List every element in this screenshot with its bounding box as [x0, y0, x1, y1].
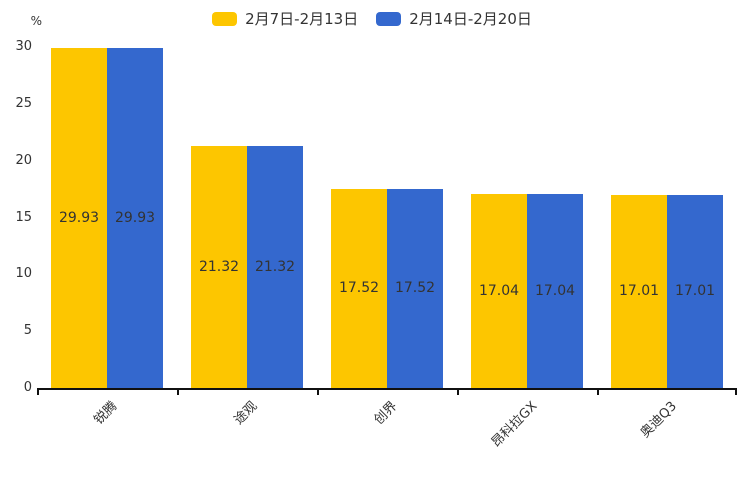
bar-value-label: 21.32 [198, 258, 240, 275]
x-axis-tick [177, 390, 179, 395]
bar-s1-c1: 21.32 [247, 145, 303, 388]
y-tick-label: 20 [15, 152, 32, 168]
x-axis-tick [457, 390, 459, 395]
legend-item-week1[interactable]: 2月7日-2月13日 [212, 8, 358, 29]
bar-value-label: 17.52 [394, 280, 436, 297]
bar-s1-c4: 17.01 [667, 194, 723, 388]
bar-s0-c1: 21.32 [191, 145, 247, 388]
legend: 2月7日-2月13日 2月14日-2月20日 [0, 8, 744, 29]
legend-swatch-week1 [212, 11, 238, 26]
bar-s1-c2: 17.52 [387, 188, 443, 388]
bar-value-label: 17.01 [618, 283, 660, 300]
legend-label-week1: 2月7日-2月13日 [245, 10, 359, 28]
x-axis-category-label: 奥迪Q3 [638, 398, 681, 441]
bar-s1-c3: 17.04 [527, 194, 583, 388]
legend-swatch-week2 [376, 11, 402, 26]
bar-value-label: 29.93 [58, 209, 100, 226]
y-axis-unit-label: % [30, 14, 42, 28]
bar-value-label: 17.01 [674, 283, 716, 300]
plot-area: 0 5 10 15 20 25 30 29.93 29.93 锐腾 21.32 21.32 途观 17.5… [15, 39, 737, 450]
y-tick-label: 10 [15, 266, 32, 282]
bar-value-label: 21.32 [254, 258, 296, 275]
x-axis-tick [597, 390, 599, 395]
x-axis-tick [735, 390, 737, 395]
y-tick-label: 25 [15, 95, 32, 111]
bar-s0-c3: 17.04 [471, 194, 527, 388]
x-axis-tick [37, 390, 39, 395]
y-tick-label: 0 [23, 380, 32, 395]
bar-s0-c4: 17.01 [611, 194, 667, 388]
bar-value-label: 17.04 [478, 283, 520, 300]
legend-item-week2[interactable]: 2月14日-2月20日 [376, 8, 532, 29]
x-axis-category-label: 锐腾 [91, 398, 121, 428]
bar-s0-c2: 17.52 [331, 188, 387, 388]
bar-value-label: 29.93 [114, 209, 156, 226]
legend-label-week2: 2月14日-2月20日 [409, 10, 532, 28]
bar-value-label: 17.04 [534, 283, 576, 300]
bar-s1-c0: 29.93 [107, 47, 163, 388]
x-axis-category-label: 途观 [231, 398, 261, 428]
x-axis-tick [317, 390, 319, 395]
x-axis-category-label: 昂科拉GX [488, 398, 541, 451]
bar-value-label: 17.52 [338, 280, 380, 297]
y-tick-label: 30 [15, 39, 32, 54]
bar-s0-c0: 29.93 [51, 47, 107, 388]
x-axis-category-label: 创界 [371, 398, 401, 428]
y-tick-label: 15 [15, 209, 32, 225]
y-tick-label: 5 [23, 323, 32, 339]
